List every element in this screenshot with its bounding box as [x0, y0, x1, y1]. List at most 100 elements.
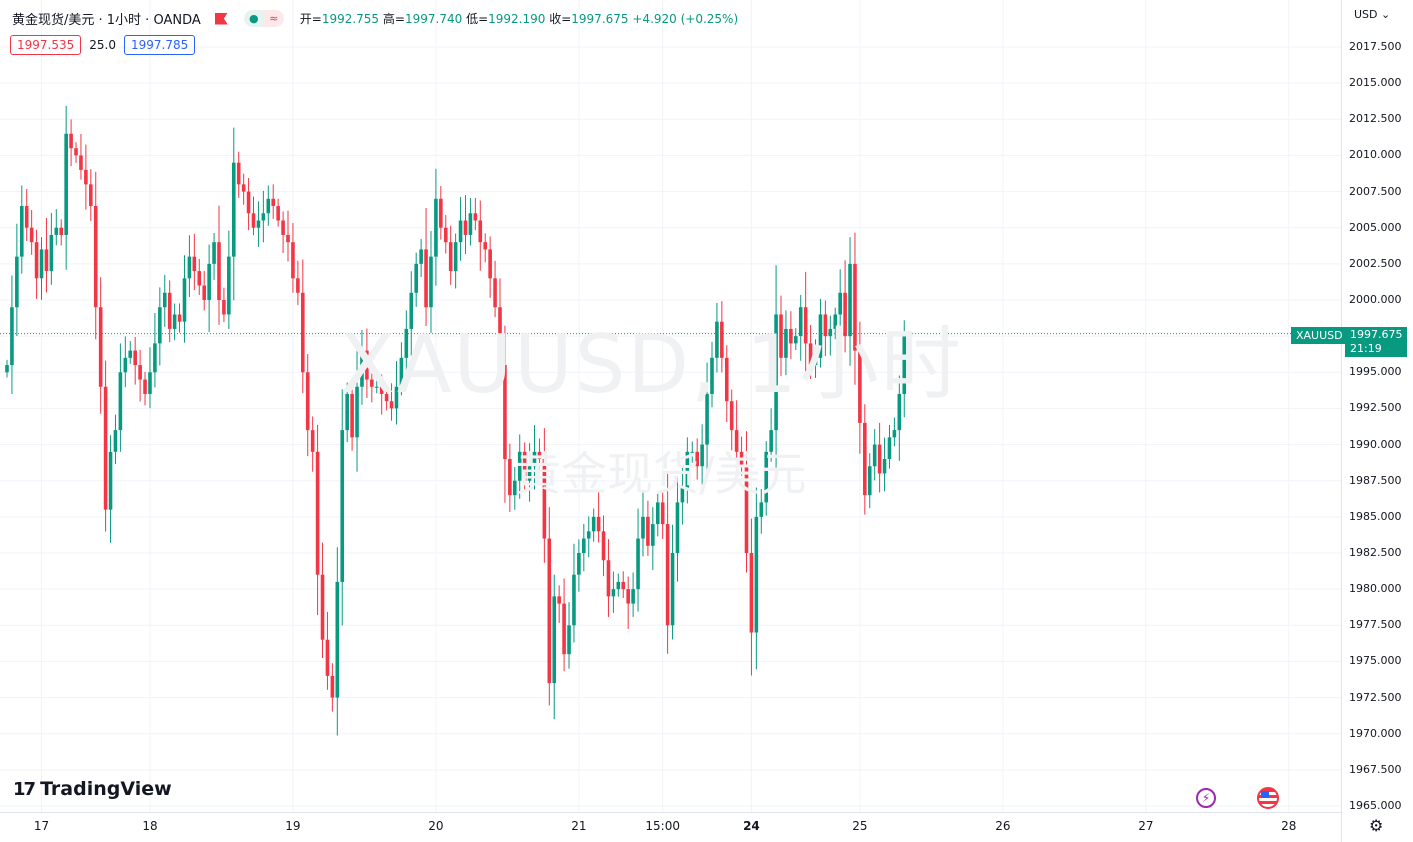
candle-body	[646, 516, 650, 546]
candle-body	[651, 524, 655, 546]
candle-body	[488, 249, 492, 279]
tradingview-logo[interactable]: 17 TradingView	[13, 778, 172, 800]
candle-body	[271, 198, 276, 207]
candle-body	[532, 451, 537, 467]
candle-body	[360, 350, 364, 387]
candle-body	[370, 379, 374, 387]
candle-body	[626, 589, 630, 604]
candle-body	[10, 307, 14, 366]
candle-body	[754, 516, 759, 633]
candle-body	[789, 328, 793, 344]
candle-body	[453, 242, 458, 272]
candle-body	[79, 155, 83, 170]
price-chart[interactable]	[0, 0, 1341, 812]
price-tick-label: 1990.000	[1349, 437, 1402, 451]
candle-body	[872, 444, 877, 467]
candle-body	[39, 249, 44, 279]
candle-body	[256, 220, 261, 228]
candle-body	[843, 292, 847, 337]
candle-body	[182, 278, 187, 322]
candle-body	[882, 459, 887, 474]
candle-body	[848, 263, 852, 337]
price-tick-label: 1965.000	[1349, 799, 1402, 812]
candle-body	[700, 444, 704, 467]
time-tick-label: 19	[285, 819, 301, 833]
candle-body	[586, 531, 591, 539]
candle-body	[853, 263, 857, 351]
candle-body	[59, 227, 64, 235]
open-value: 1992.755	[321, 12, 380, 26]
candle-body	[54, 227, 59, 235]
candle-body	[89, 184, 93, 207]
candle-body	[887, 437, 892, 460]
candle-body	[512, 480, 517, 496]
chart-grid	[0, 0, 1341, 812]
candle-body	[379, 386, 384, 394]
price-tick-label: 2002.500	[1349, 256, 1402, 270]
candle-body	[562, 603, 566, 655]
candle-body	[281, 220, 285, 235]
candle-body	[143, 379, 147, 394]
candle-body	[158, 307, 162, 344]
candle-body	[138, 365, 142, 380]
candle-body	[172, 314, 177, 329]
buy-button[interactable]: 1997.785	[123, 35, 196, 55]
candle-body	[276, 206, 280, 221]
candle-body	[315, 451, 320, 575]
candle-body	[251, 213, 256, 228]
candle-body	[641, 516, 645, 539]
market-status-pill[interactable]: ● ≈	[243, 10, 284, 27]
flag-icon[interactable]	[214, 12, 228, 25]
candle-body	[212, 242, 216, 264]
candle-body	[296, 278, 300, 293]
price-tick-label: 1995.000	[1349, 365, 1402, 379]
candle-body	[5, 365, 9, 373]
candle-body	[439, 198, 443, 228]
time-tick-label: 17	[33, 819, 50, 833]
tradingview-mark-icon: 17	[13, 778, 36, 800]
settings-gear-icon[interactable]: ⚙	[1369, 816, 1384, 835]
us-flag-icon[interactable]	[1257, 787, 1279, 809]
candle-body	[838, 292, 842, 315]
candle-body	[15, 256, 19, 308]
candle-body	[153, 343, 157, 373]
candle-body	[483, 242, 488, 250]
candle-body	[434, 198, 438, 257]
candle-body	[197, 271, 202, 286]
candle-body	[310, 430, 315, 452]
candle-body	[49, 234, 54, 272]
candle-body	[325, 639, 330, 676]
candle-body	[557, 596, 561, 604]
price-tick-label: 2017.500	[1349, 40, 1402, 53]
current-price-label: 1997.675 21:19	[1345, 327, 1407, 357]
symbol-title[interactable]: 黄金现货/美元 · 1小时 · OANDA	[12, 13, 201, 28]
candle-body	[636, 538, 640, 590]
candle-body	[128, 350, 133, 358]
candle-body	[774, 314, 778, 431]
candle-body	[113, 430, 118, 452]
lightning-icon[interactable]: ⚡	[1196, 788, 1216, 808]
candle-body	[236, 162, 241, 185]
candle-body	[784, 328, 788, 358]
symbol-name-watermark: 黄金现货/美元	[515, 447, 807, 501]
dot-icon: ●	[243, 10, 264, 27]
candle-body	[715, 321, 719, 358]
candle-body	[759, 502, 764, 517]
price-tick-label: 2015.000	[1349, 76, 1402, 90]
candle-body	[611, 589, 616, 597]
candle-body	[655, 502, 660, 525]
price-tick-label: 1985.000	[1349, 509, 1402, 523]
currency-selector[interactable]: USD ⌄	[1354, 8, 1390, 21]
candle-body	[818, 314, 823, 358]
candle-body	[44, 249, 49, 272]
time-tick-label: 18	[142, 819, 158, 833]
candle-body	[458, 220, 463, 243]
time-tick-label: 24	[743, 819, 760, 833]
candle-body	[503, 365, 507, 460]
sell-button[interactable]: 1997.535	[10, 35, 82, 55]
price-axis[interactable]: 2017.500 2015.000 2012.500 2010.000 2007.500…	[1341, 0, 1413, 842]
time-axis[interactable]: 17 18 19 20 21 15:00 24 25 26 27 28	[0, 812, 1341, 842]
candle-body	[350, 393, 354, 438]
candle-body	[84, 169, 88, 185]
candle-body	[123, 357, 128, 373]
